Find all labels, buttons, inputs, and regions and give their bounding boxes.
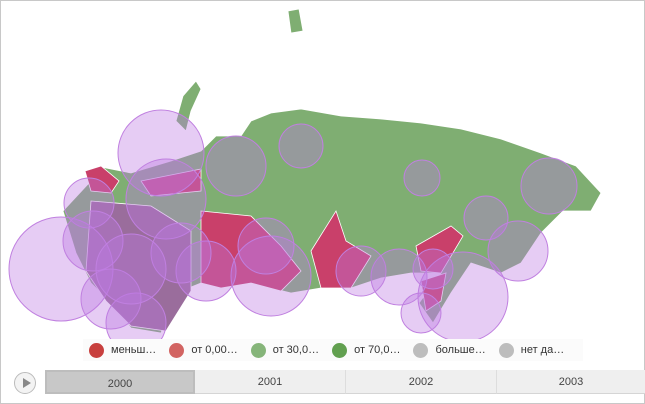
bubble[interactable]: [125, 158, 207, 240]
timeline: 2000 2001 2002 2003: [1, 369, 645, 395]
legend-label: нет да…: [520, 344, 565, 356]
legend-dot: [250, 342, 266, 358]
bubble[interactable]: [95, 233, 167, 305]
legend-item[interactable]: от 0,00…: [169, 342, 238, 358]
region-severnaya-zemlya[interactable]: [287, 8, 304, 34]
bubble[interactable]: [230, 235, 312, 317]
legend-dot: [89, 342, 104, 358]
bubble[interactable]: [205, 135, 267, 197]
legend-label: от 30,0…: [272, 344, 320, 356]
timeline-year-2000[interactable]: 2000: [45, 370, 195, 394]
map[interactable]: [1, 1, 645, 341]
timeline-year-2002[interactable]: 2002: [346, 370, 497, 394]
region[interactable]: [140, 168, 202, 197]
bubble[interactable]: [117, 109, 205, 197]
region[interactable]: [84, 165, 120, 194]
bubble[interactable]: [487, 220, 549, 282]
bubble[interactable]: [278, 123, 324, 169]
bubble[interactable]: [105, 292, 167, 341]
region-novaya-zemlya[interactable]: [175, 80, 202, 132]
bubble[interactable]: [80, 268, 142, 330]
bubble[interactable]: [520, 157, 578, 215]
bubble[interactable]: [400, 292, 442, 334]
legend-dot: [332, 342, 348, 358]
bubble[interactable]: [403, 159, 441, 197]
timeline-year-2003[interactable]: 2003: [497, 370, 645, 394]
bubbles-layer: [8, 109, 578, 341]
legend-label: больше…: [435, 344, 486, 356]
russia-regions[interactable]: [62, 8, 602, 334]
legend-label: от 70,0…: [354, 344, 401, 356]
legend-item[interactable]: больше…: [413, 342, 486, 358]
bubble[interactable]: [62, 210, 124, 272]
legend-dot: [413, 342, 429, 358]
legend-dot: [169, 342, 185, 358]
legend-item[interactable]: от 70,0…: [332, 342, 401, 358]
legend-label: от 0,00…: [191, 344, 238, 356]
bubble[interactable]: [412, 248, 454, 290]
legend-item[interactable]: от 30,0…: [250, 342, 320, 358]
legend-item[interactable]: меньш…: [89, 342, 157, 358]
region[interactable]: [200, 210, 302, 292]
legend-label: меньш…: [111, 344, 157, 356]
bubble[interactable]: [237, 217, 295, 275]
legend-item[interactable]: нет да…: [498, 342, 565, 358]
bubble[interactable]: [335, 245, 387, 297]
legend-dot: [498, 342, 514, 358]
region[interactable]: [310, 210, 372, 289]
bubble[interactable]: [175, 240, 237, 302]
timeline-year-2001[interactable]: 2001: [195, 370, 346, 394]
legend: меньш… от 0,00… от 30,0… от 70,0… больше…: [83, 339, 584, 361]
region[interactable]: [415, 225, 464, 274]
play-icon[interactable]: [14, 372, 36, 394]
region[interactable]: [420, 272, 447, 312]
